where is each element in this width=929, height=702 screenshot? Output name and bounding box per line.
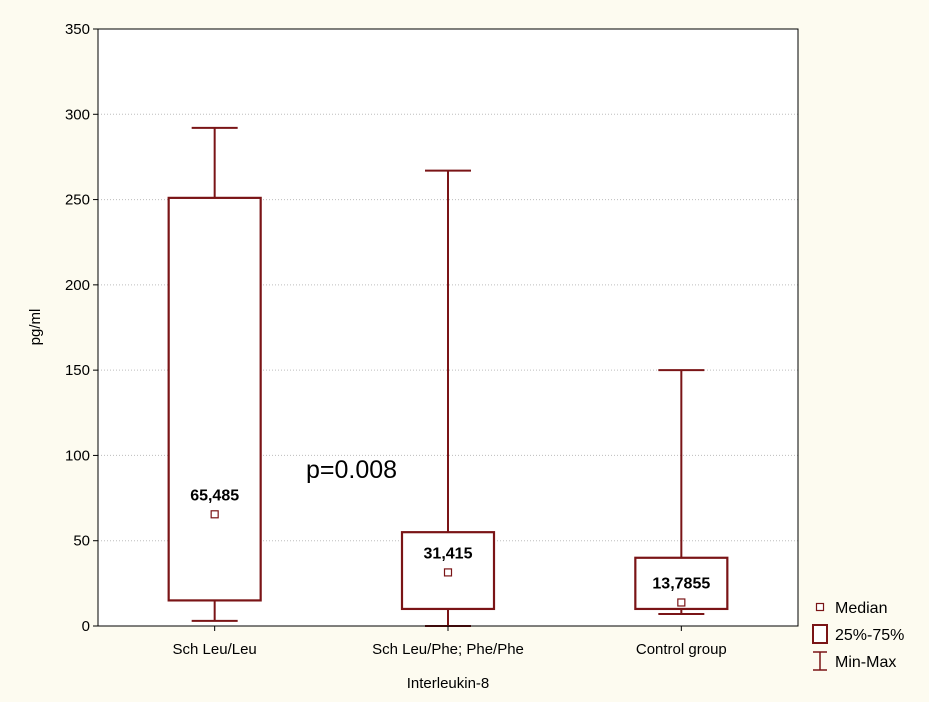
median-value-label: 13,7855	[652, 575, 710, 592]
legend-item: Median	[815, 600, 887, 617]
median-marker	[443, 568, 453, 577]
y-tick-label: 200	[65, 277, 90, 294]
y-tick-label: 350	[65, 21, 90, 38]
y-axis-ticks: 0 50 100 150 200 250 300 350	[65, 21, 98, 635]
y-tick-label: 50	[73, 533, 90, 550]
legend-label: Median	[835, 600, 887, 617]
y-axis-title: pg/ml	[27, 309, 44, 346]
legend-label: 25%-75%	[835, 627, 904, 644]
box-group: 13,7855	[634, 369, 729, 616]
x-tick-label: Sch Leu/Leu	[173, 641, 257, 658]
y-tick-label: 0	[82, 618, 90, 635]
median-marker	[677, 598, 686, 607]
iqr-box	[167, 196, 262, 602]
x-axis-ticks: Sch Leu/Leu Sch Leu/Phe; Phe/Phe Control g…	[173, 626, 727, 658]
y-tick-label: 300	[65, 106, 90, 123]
box-plots: 65,485 31,415 13,7855	[167, 126, 729, 627]
legend-box-symbol	[812, 624, 828, 644]
legend-label: Min-Max	[835, 654, 896, 671]
x-tick-label: Control group	[636, 641, 727, 658]
legend-item: Min-Max	[813, 651, 896, 671]
p-value-annotation: p=0.008	[306, 456, 397, 484]
box-group: 31,415	[400, 169, 496, 627]
box-group: 65,485	[167, 126, 262, 622]
y-tick-label: 150	[65, 362, 90, 379]
y-tick-label: 100	[65, 447, 90, 464]
legend-item: 25%-75%	[812, 624, 904, 644]
x-axis-title: Interleukin-8	[407, 675, 490, 692]
legend: Median 25%-75% Min-Max	[812, 600, 904, 671]
median-value-label: 65,485	[190, 487, 239, 504]
legend-median-symbol	[815, 602, 825, 612]
median-value-label: 31,415	[424, 545, 473, 562]
y-tick-label: 250	[65, 192, 90, 209]
median-marker	[210, 510, 219, 519]
x-tick-label: Sch Leu/Phe; Phe/Phe	[372, 641, 524, 658]
